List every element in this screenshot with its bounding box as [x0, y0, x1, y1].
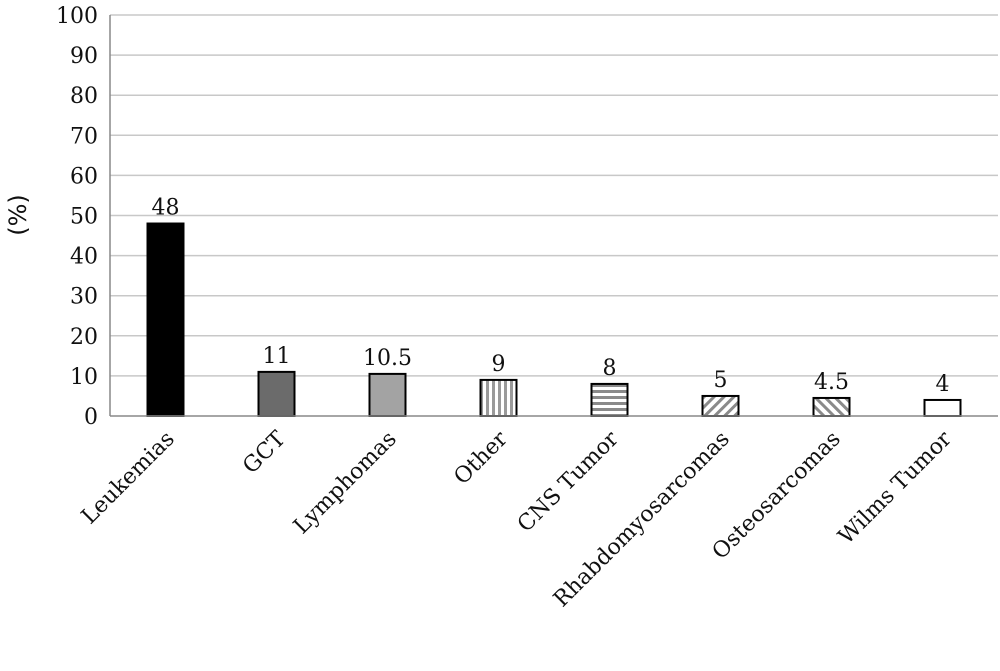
gridlines [110, 14, 998, 377]
data-label: 48 [152, 196, 180, 221]
y-tick-label: 100 [56, 4, 98, 29]
category-label: Wilms Tumor [834, 426, 957, 549]
bar [590, 382, 629, 418]
y-tick-label: 40 [70, 245, 98, 270]
data-label: 9 [492, 352, 506, 377]
y-tick-label: 30 [70, 285, 98, 310]
bar [923, 398, 962, 417]
y-tick-label: 80 [70, 84, 98, 109]
y-axis-label: (%) [4, 194, 32, 236]
bar [368, 372, 407, 417]
data-labels: 48 11 10.5 9 8 5 4.5 4 [152, 196, 950, 397]
category-label: Leukemias [77, 427, 180, 530]
data-label: 5 [714, 368, 728, 393]
y-tick-label: 60 [70, 164, 98, 189]
category-label: GCT [238, 426, 291, 479]
data-label: 4.5 [814, 370, 849, 395]
y-tick-labels: 0 10 20 30 40 50 60 70 80 90 100 [56, 4, 98, 430]
data-label: 8 [603, 356, 617, 381]
category-label: CNS Tumor [513, 426, 624, 537]
y-tick-label: 90 [70, 44, 98, 69]
bar [701, 394, 740, 418]
data-label: 10.5 [363, 346, 412, 371]
y-tick-label: 20 [70, 325, 98, 350]
y-tick-label: 10 [70, 365, 98, 390]
category-label: Lymphomas [289, 427, 402, 540]
y-tick-label: 50 [70, 205, 98, 230]
data-label: 4 [936, 372, 950, 397]
category-label: Other [449, 426, 513, 490]
bar [479, 378, 518, 418]
data-label: 11 [263, 344, 291, 369]
bar [257, 370, 296, 418]
y-tick-label: 70 [70, 124, 98, 149]
bar [812, 396, 851, 417]
y-tick-label: 0 [84, 405, 98, 430]
bar [146, 222, 185, 417]
